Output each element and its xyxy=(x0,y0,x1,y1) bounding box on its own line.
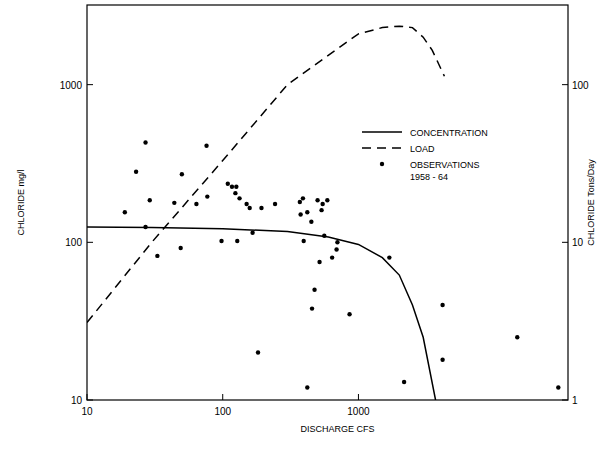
observation-point xyxy=(155,254,159,258)
y-tick xyxy=(87,400,93,401)
load-line xyxy=(87,26,444,322)
plot-frame xyxy=(87,5,568,400)
observation-point xyxy=(250,231,254,235)
observation-point xyxy=(180,172,184,176)
observation-point xyxy=(123,210,127,214)
y2-axis-label: CHLORIDE Tons/Day xyxy=(586,159,596,246)
observation-point xyxy=(256,350,260,354)
legend-label-line: CONCENTRATION xyxy=(410,128,488,138)
observation-point xyxy=(219,239,223,243)
observation-point xyxy=(319,208,323,212)
observation-point xyxy=(273,202,277,206)
observation-point xyxy=(305,385,309,389)
observation-point xyxy=(325,198,329,202)
observation-point xyxy=(305,210,309,214)
observation-point xyxy=(143,140,147,144)
observation-point xyxy=(234,185,238,189)
legend: CONCENTRATION LOAD OBSERVATIONS 1958 - 64 xyxy=(362,128,488,182)
observation-point xyxy=(194,202,198,206)
observation-point xyxy=(259,206,263,210)
observation-point xyxy=(298,200,302,204)
y2-tick-label: 1 xyxy=(572,395,578,406)
observation-point xyxy=(317,260,321,264)
observation-point xyxy=(233,191,237,195)
observation-point xyxy=(298,212,302,216)
observation-point xyxy=(244,202,248,206)
y2-tick xyxy=(562,84,568,85)
observation-point xyxy=(320,202,324,206)
concentration-line xyxy=(87,227,436,400)
legend-marker xyxy=(380,162,384,166)
observation-point xyxy=(556,385,560,389)
legend-line xyxy=(362,147,402,149)
y2-tick xyxy=(562,242,568,243)
x-tick xyxy=(358,394,359,400)
chart-svg: 10 100 1000 10 100 1000 1 10 100 DISCHARGE CFS CHL… xyxy=(0,0,600,459)
legend-label: LOAD xyxy=(410,144,435,154)
legend-label-line: 1958 - 64 xyxy=(410,172,448,182)
x-tick-label: 10 xyxy=(81,406,93,417)
observation-point xyxy=(440,358,444,362)
legend-line xyxy=(362,131,402,133)
observation-point xyxy=(134,170,138,174)
observation-point xyxy=(301,196,305,200)
y-tick-label: 100 xyxy=(65,237,82,248)
observation-point xyxy=(172,201,176,205)
observation-point xyxy=(334,247,338,251)
observation-point xyxy=(322,234,326,238)
observation-point xyxy=(237,196,241,200)
legend-label-line: LOAD xyxy=(410,144,435,154)
observation-point xyxy=(205,194,209,198)
chart-container: 10 100 1000 10 100 1000 1 10 100 DISCHARGE CFS CHL… xyxy=(0,0,600,459)
y-tick xyxy=(87,242,93,243)
observation-point xyxy=(515,335,519,339)
x-tick-label: 100 xyxy=(214,406,231,417)
legend-label-line: OBSERVATIONS xyxy=(410,160,480,170)
y2-tick-label: 10 xyxy=(572,237,584,248)
x-tick-label: 1000 xyxy=(347,406,370,417)
observation-point xyxy=(247,206,251,210)
observation-point xyxy=(301,239,305,243)
observation-point xyxy=(226,182,230,186)
observation-point xyxy=(143,225,147,229)
observation-point xyxy=(312,288,316,292)
observation-point xyxy=(402,380,406,384)
y-tick xyxy=(87,84,93,85)
plot-area xyxy=(87,26,561,400)
y-tick-label: 1000 xyxy=(60,80,83,91)
x-axis-label: DISCHARGE CFS xyxy=(300,424,374,434)
observation-point xyxy=(347,312,351,316)
legend-label: CONCENTRATION xyxy=(410,128,488,138)
observation-point xyxy=(387,255,391,259)
observation-point xyxy=(440,303,444,307)
observation-point xyxy=(178,246,182,250)
observation-point xyxy=(204,144,208,148)
observation-point xyxy=(330,255,334,259)
y-axis-label: CHLORIDE mg/l xyxy=(16,169,26,235)
x-tick xyxy=(222,394,223,400)
observation-point xyxy=(235,239,239,243)
y-tick-label: 10 xyxy=(71,395,83,406)
x-tick xyxy=(87,394,88,400)
legend-label: OBSERVATIONS 1958 - 64 xyxy=(410,160,480,182)
y2-tick-label: 100 xyxy=(572,80,589,91)
observation-point xyxy=(315,198,319,202)
observation-point xyxy=(310,306,314,310)
observation-point xyxy=(309,220,313,224)
observation-point xyxy=(335,240,339,244)
observation-point xyxy=(230,185,234,189)
y2-tick xyxy=(562,400,568,401)
observation-point xyxy=(148,198,152,202)
